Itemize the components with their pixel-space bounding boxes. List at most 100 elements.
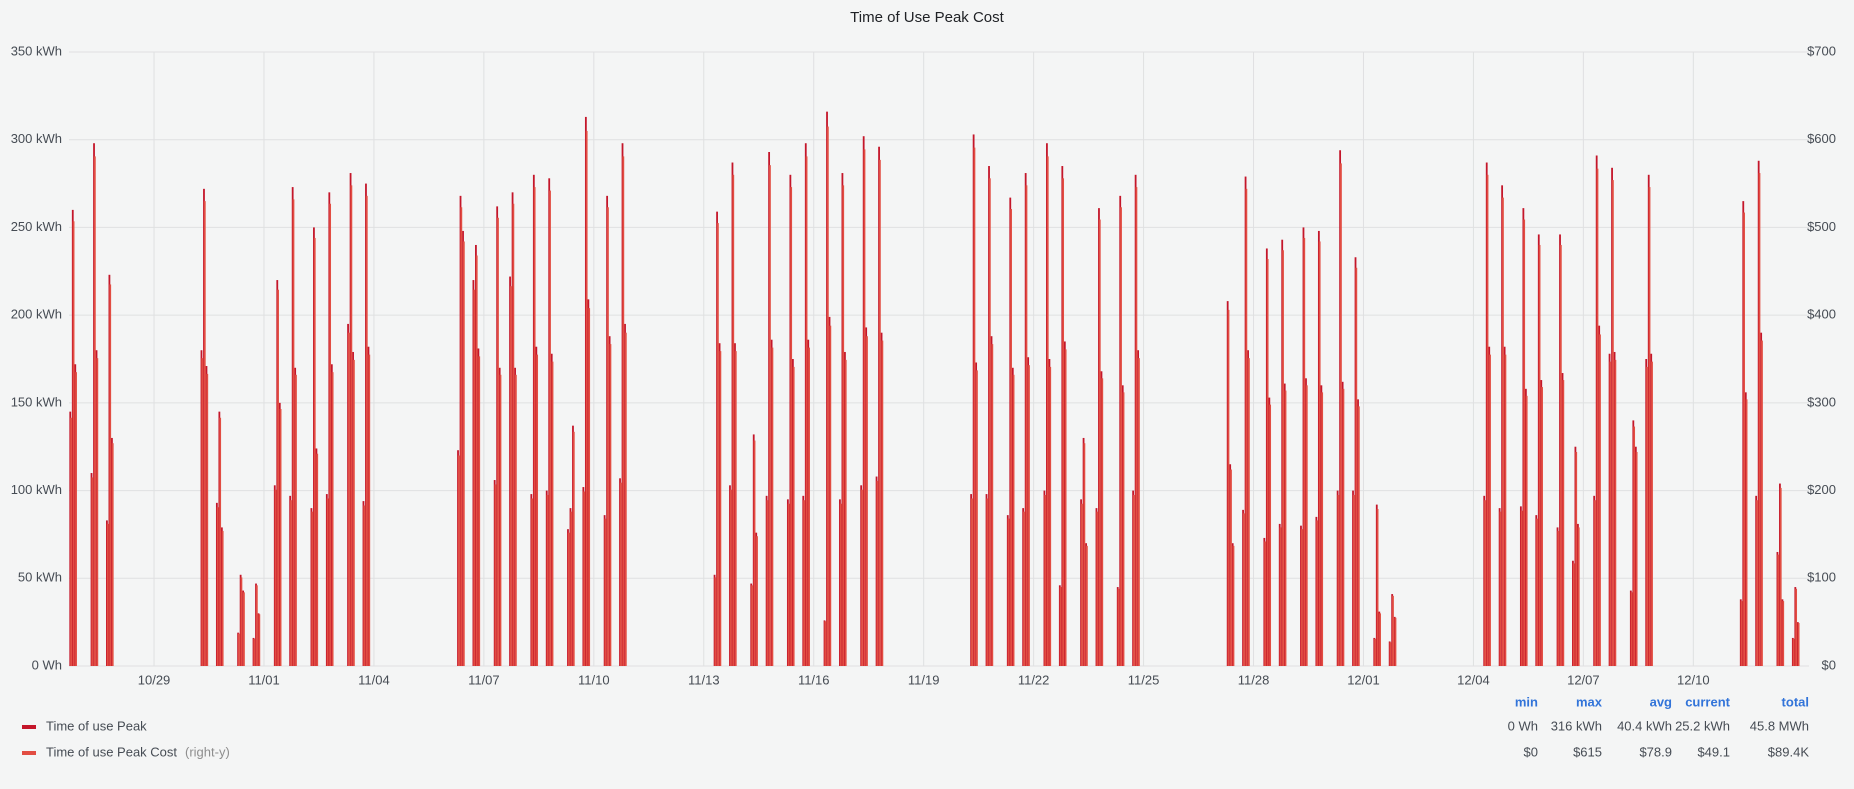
- bar: [766, 500, 769, 666]
- bar: [1284, 390, 1287, 666]
- bar: [1046, 156, 1049, 666]
- x-tick-label: 11/07: [468, 672, 500, 687]
- bar: [75, 372, 77, 666]
- bar: [1562, 380, 1565, 666]
- x-tick-label: 12/07: [1567, 672, 1600, 687]
- bar: [1392, 595, 1394, 666]
- bar: [1594, 500, 1596, 666]
- x-tick-label: 12/10: [1677, 672, 1710, 687]
- bar: [494, 484, 497, 666]
- bar: [1777, 554, 1780, 666]
- bar: [609, 344, 612, 666]
- bar: [290, 500, 292, 666]
- bar: [1614, 359, 1617, 666]
- bar: [457, 455, 460, 666]
- bar: [238, 633, 240, 666]
- bar: [219, 417, 222, 666]
- bar: [1357, 406, 1360, 666]
- legend-column-header: avg: [1650, 694, 1672, 709]
- bar: [1305, 385, 1308, 666]
- bar: [311, 511, 314, 666]
- x-tick-label: 12/04: [1457, 672, 1490, 687]
- bar: [533, 187, 536, 666]
- bar: [1740, 601, 1743, 666]
- bar: [221, 530, 224, 666]
- bar: [1025, 185, 1028, 666]
- bar: [509, 286, 512, 666]
- bar: [1557, 530, 1560, 666]
- bar: [201, 358, 204, 666]
- bar: [792, 366, 795, 666]
- bar: [1117, 588, 1120, 666]
- bar: [1489, 354, 1491, 666]
- bar: [1541, 387, 1543, 666]
- y-tick-label: 350 kWh: [11, 43, 62, 58]
- bar: [790, 187, 793, 666]
- legend-note: (right-y): [185, 744, 230, 759]
- legend-stat: $615: [1573, 744, 1602, 759]
- bar: [1279, 527, 1282, 666]
- bar: [619, 482, 622, 666]
- bar: [1133, 494, 1135, 666]
- bar: [274, 489, 277, 666]
- bar: [604, 518, 607, 666]
- bar: [1080, 503, 1083, 666]
- bar: [551, 361, 554, 666]
- bar: [258, 614, 261, 666]
- bar: [1352, 494, 1355, 666]
- bar: [1049, 366, 1052, 666]
- bar: [478, 356, 481, 666]
- bar: [1096, 511, 1099, 666]
- legend-entry: Time of use Peak Cost: [46, 744, 177, 759]
- x-tick-label: 11/16: [798, 672, 830, 687]
- bar: [1499, 511, 1502, 666]
- bar: [203, 201, 206, 666]
- bar: [839, 503, 842, 666]
- bar: [1303, 237, 1306, 666]
- bar: [1635, 451, 1638, 666]
- bar: [365, 195, 368, 666]
- bar: [243, 592, 245, 666]
- bar: [531, 498, 534, 666]
- x-tick-label: 11/25: [1128, 672, 1160, 687]
- bar: [1792, 638, 1795, 666]
- legend-stat: 25.2 kWh: [1675, 718, 1730, 733]
- bar: [881, 340, 884, 666]
- x-tick-label: 11/04: [358, 672, 390, 687]
- bar: [240, 577, 243, 666]
- bar: [1525, 395, 1528, 666]
- bar: [973, 147, 976, 666]
- y-tick-label: 300 kWh: [11, 131, 62, 146]
- bar: [572, 431, 575, 666]
- legend-column-header: min: [1515, 694, 1538, 709]
- x-tick-label: 10/29: [138, 672, 171, 687]
- bar: [1572, 563, 1575, 666]
- y-tick-label: 50 kWh: [18, 570, 62, 585]
- y-tick-label: 200 kWh: [11, 307, 62, 322]
- bar: [1007, 518, 1010, 666]
- bar: [1374, 638, 1376, 666]
- bar: [1232, 545, 1235, 666]
- bar: [1761, 340, 1763, 666]
- bar: [1758, 173, 1761, 666]
- bar: [1044, 494, 1047, 666]
- bar: [363, 505, 366, 666]
- bar: [1795, 588, 1798, 666]
- bar: [206, 373, 209, 666]
- bar: [1745, 399, 1748, 666]
- bar: [1085, 545, 1088, 666]
- bar: [1559, 244, 1562, 666]
- x-tick-label: 11/22: [1018, 672, 1050, 687]
- bar: [1520, 510, 1523, 666]
- bar: [1779, 487, 1782, 666]
- bar: [808, 347, 810, 666]
- bar: [1138, 358, 1140, 666]
- bar: [729, 489, 732, 666]
- bar: [976, 370, 978, 666]
- bar: [1630, 592, 1633, 666]
- bar: [1318, 241, 1321, 666]
- bar: [787, 503, 790, 666]
- bar: [988, 178, 991, 666]
- bar: [1633, 426, 1636, 666]
- bar: [536, 354, 539, 666]
